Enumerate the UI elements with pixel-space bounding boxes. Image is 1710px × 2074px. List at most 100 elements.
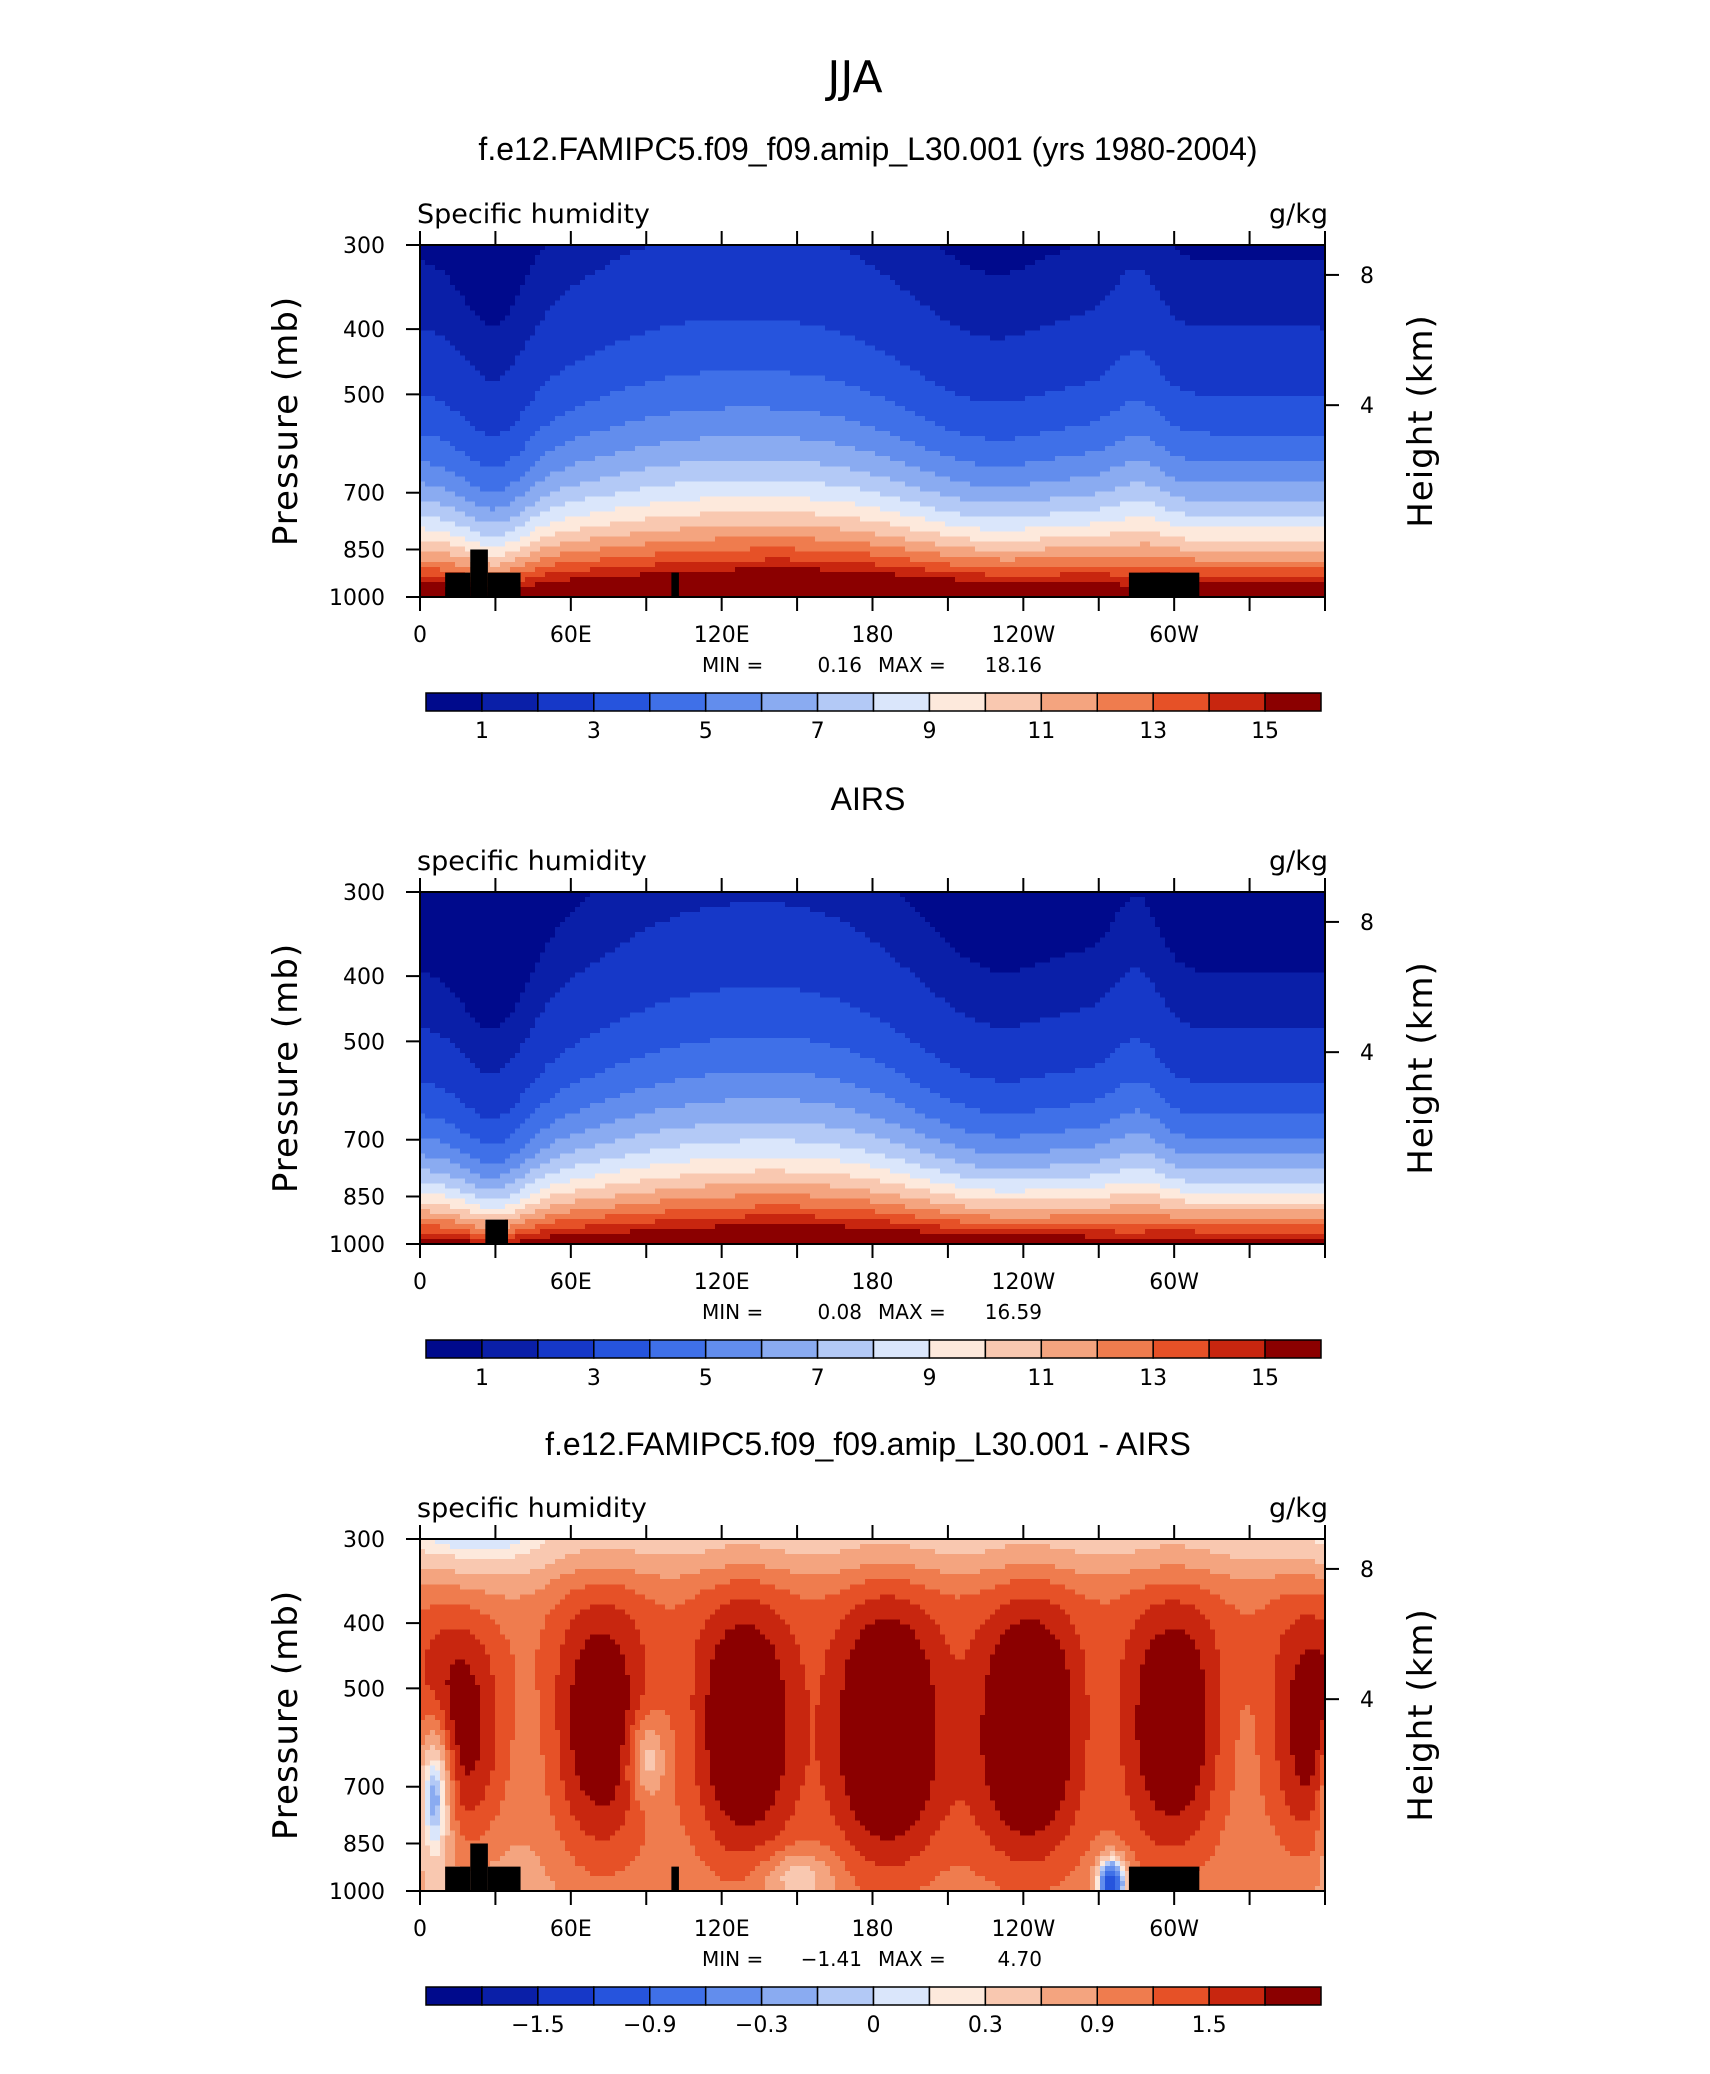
heatmap-cell [985,1549,1076,1555]
heatmap-cell [1315,1574,1326,1580]
heatmap-cell [570,1589,636,1595]
heatmap-cell [475,1017,506,1024]
heatmap-cell [730,902,786,908]
heatmap-cell [545,1619,571,1626]
heatmap-cell [545,1755,561,1761]
heatmap-cell [655,922,851,928]
heatmap-cell [785,1745,811,1751]
heatmap-cell [1170,947,1326,953]
heatmap-cell [540,1639,566,1646]
heatmap-cell [1070,1775,1086,1781]
heatmap-cell [710,1780,781,1786]
colorbar-label: 15 [1251,1366,1279,1391]
heatmap-cell [1100,997,1166,1004]
heatmap-cell [510,1223,536,1230]
heatmap-cell [930,1188,996,1195]
heatmap-cell [640,1639,696,1646]
heatmap-cell [1125,1850,1136,1857]
heatmap-cell [1230,1805,1266,1812]
heatmap-cell [1065,426,1181,432]
heatmap-cell [420,1559,556,1565]
heatmap-cell [1235,1750,1256,1756]
heatmap-cell [820,1689,841,1696]
heatmap-cell [845,1785,931,1792]
heatmap-cell [420,1574,561,1580]
heatmap-cell [940,1569,981,1575]
heatmap-cell [1085,1775,1126,1781]
heatmap-cell [695,1845,726,1852]
heatmap-cell [575,1198,661,1205]
heatmap-cell [925,1047,1116,1054]
heatmap-cell [815,1730,841,1736]
heatmap-cell [1115,1880,1121,1887]
heatmap-cell [420,1168,431,1175]
heatmap-cell [420,476,466,482]
heatmap-cell [1040,325,1321,332]
heatmap-cell [450,405,526,412]
heatmap-cell [920,1228,1116,1235]
heatmap-cell [730,1815,766,1822]
heatmap-cell [1160,927,1326,933]
heatmap-cell [1165,446,1326,452]
heatmap-cell [660,441,836,447]
heatmap-cell [1120,1699,1141,1706]
heatmap-cell [930,1198,1186,1205]
heatmap-cell [460,290,521,296]
heatmap-cell [475,310,511,316]
heatmap-cell [560,551,656,558]
heatmap-cell [1315,1755,1321,1761]
heatmap-cell [675,1730,696,1736]
x-tick-label: 60E [550,1270,592,1295]
heatmap-cell [420,1068,481,1074]
colorbar-swatch [1152,1986,1210,2006]
heatmap-cell [1115,1865,1121,1872]
heatmap-cell [1320,1720,1326,1726]
heatmap-cell [465,1052,516,1059]
heatmap-cell [870,1198,931,1205]
heatmap-cell [420,571,466,578]
heatmap-cell [450,1203,481,1210]
heatmap-cell [1110,1193,1161,1200]
heatmap-cell [555,932,636,938]
heatmap-cell [1020,1133,1126,1139]
heatmap-cell [440,1795,446,1802]
heatmap-cell [1120,1835,1151,1842]
colorbar-label: 0.9 [1080,2013,1115,2038]
heatmap-cell [1225,1599,1271,1605]
heatmap-cell [865,1624,911,1631]
heatmap-cell [1280,1644,1326,1651]
heatmap-cell [810,1750,816,1756]
heatmap-cell [780,1860,826,1867]
heatmap-cell [640,1755,646,1761]
y-tick-label: 300 [343,234,385,259]
heatmap-cell [495,1735,516,1741]
heatmap-cell [700,1795,716,1802]
heatmap-cell [560,370,701,377]
heatmap-cell [565,466,646,472]
heatmap-cell [830,1865,846,1872]
heatmap-cell [705,1694,786,1701]
heatmap-cell [1160,531,1326,538]
heatmap-cell [420,496,466,503]
heatmap-cell [1195,1830,1221,1837]
heatmap-cell [505,1850,536,1857]
heatmap-cell [520,1238,1326,1245]
heatmap-cell [1295,1760,1316,1766]
heatmap-cell [540,546,601,553]
heatmap-cell [840,1760,936,1766]
heatmap-cell [635,1760,641,1766]
heatmap-cell [540,556,601,563]
heatmap-cell [785,1845,831,1852]
heatmap-cell [555,1118,616,1124]
heatmap-cell [1200,1609,1241,1616]
heatmap-cell [1120,1664,1141,1671]
heatmap-cell [900,496,961,503]
heatmap-cell [535,1108,581,1114]
heatmap-cell [575,1042,681,1049]
heatmap-cell [550,997,671,1004]
heatmap-cell [1020,1078,1191,1084]
heatmap-cell [515,1103,541,1109]
heatmap-cell [1275,1720,1291,1726]
heatmap-cell [420,1564,546,1570]
heatmap-cell [1075,1865,1091,1872]
